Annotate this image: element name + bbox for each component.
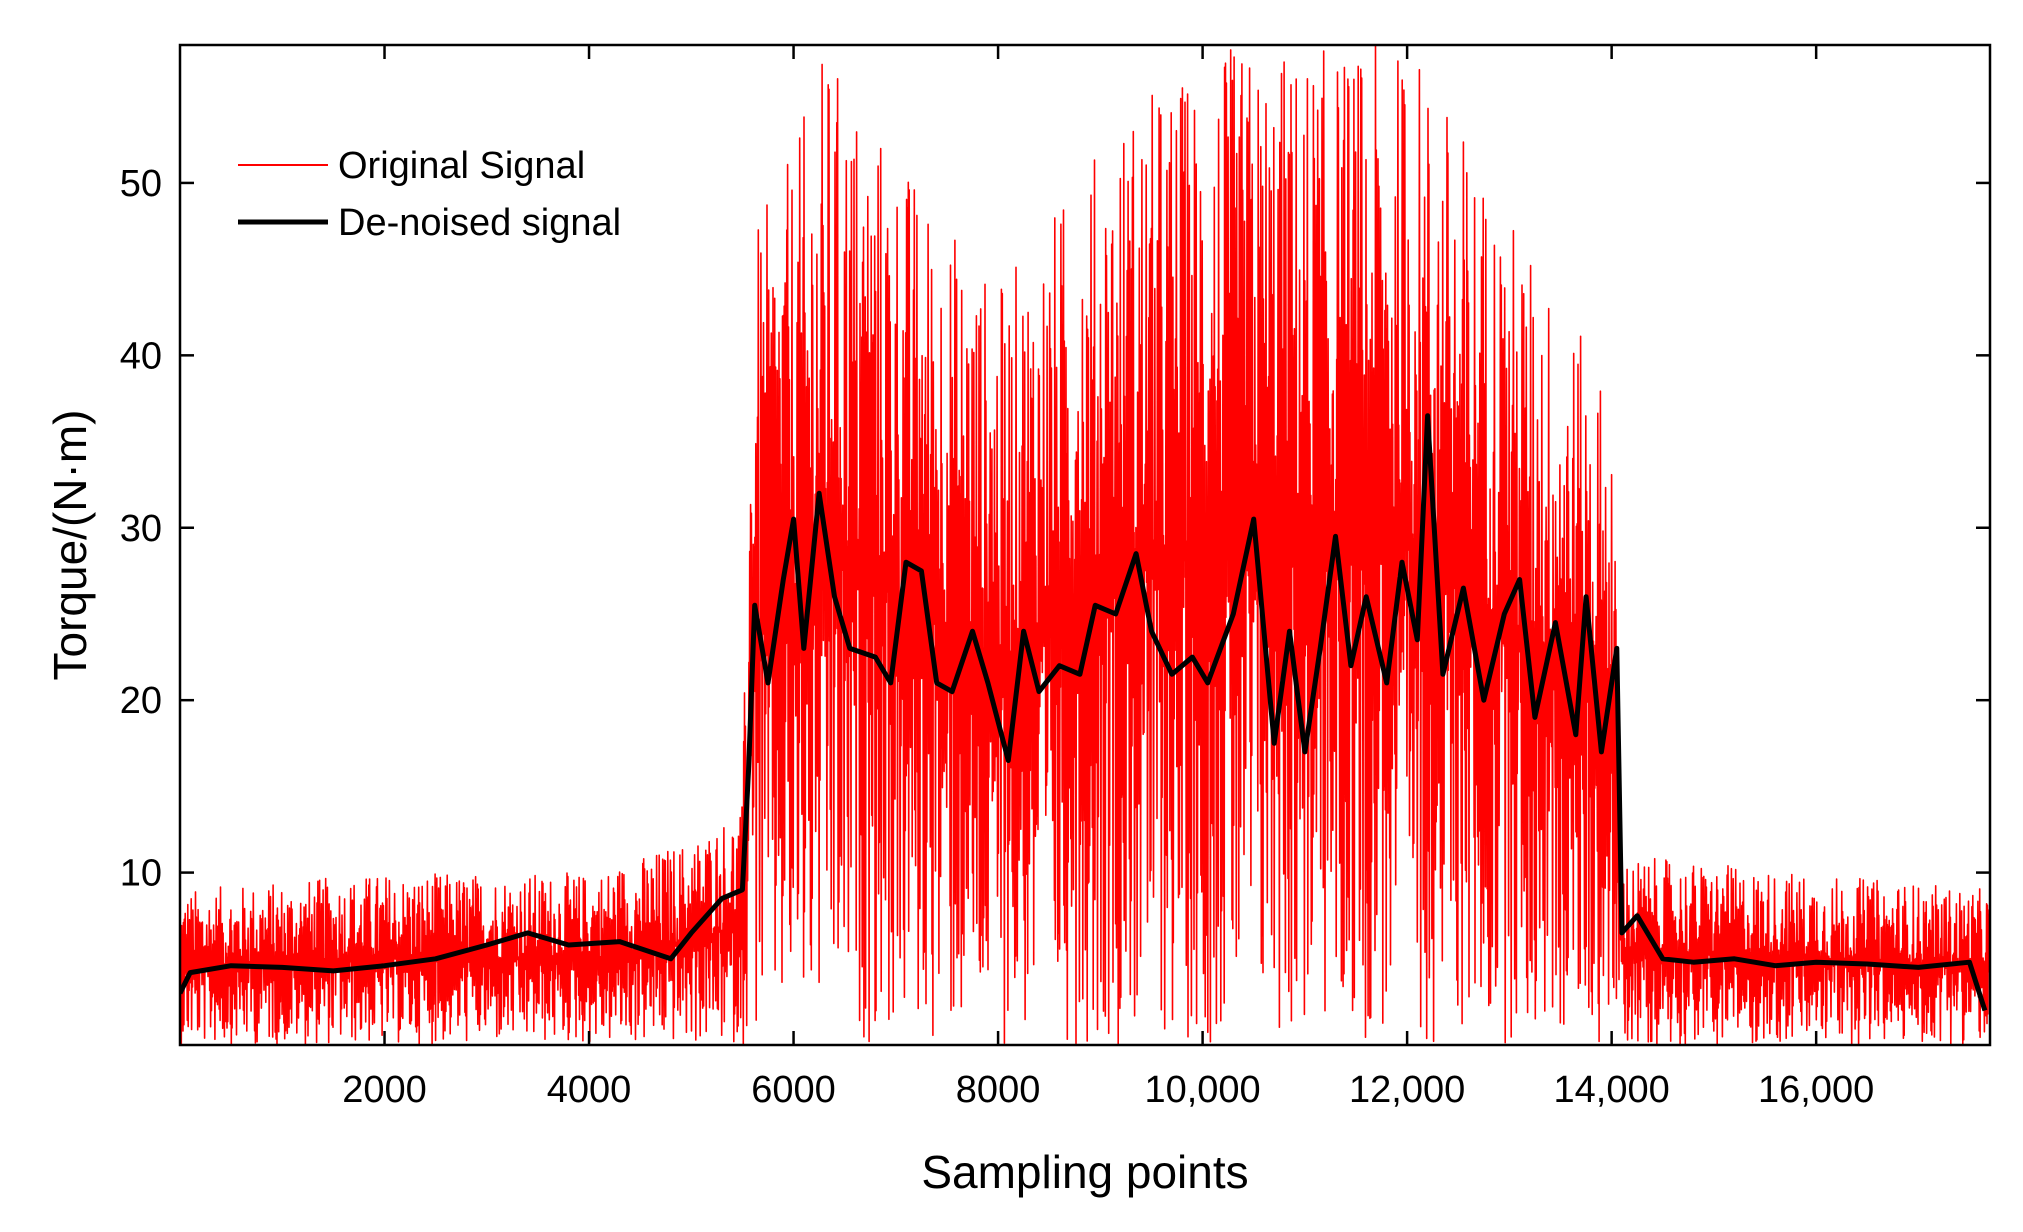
- x-tick-label: 4000: [547, 1069, 632, 1111]
- y-axis-label: Torque/(N·m): [44, 410, 96, 681]
- y-tick-label: 20: [120, 680, 162, 722]
- y-tick-label: 50: [120, 163, 162, 205]
- plot-frame: [178, 43, 1992, 1047]
- original-signal-line: [180, 45, 1990, 1045]
- x-tick-label: 14,000: [1554, 1069, 1670, 1111]
- plot-area: [180, 45, 1990, 1045]
- x-axis-label: Sampling points: [921, 1146, 1248, 1198]
- y-tick-label: 30: [120, 508, 162, 550]
- legend-label-denoised-signal: De-noised signal: [338, 202, 621, 244]
- y-tick-label: 40: [120, 335, 162, 377]
- x-tick-label: 10,000: [1144, 1069, 1260, 1111]
- denoised-signal-line: [180, 413, 1988, 1012]
- x-tick-label: 2000: [342, 1069, 427, 1111]
- legend: Original Signal De-noised signal: [238, 145, 621, 244]
- x-tick-label: 12,000: [1349, 1069, 1465, 1111]
- series-denoised-signal: [180, 413, 1988, 1012]
- legend-label-original-signal: Original Signal: [338, 145, 585, 187]
- x-tick-label: 8000: [956, 1069, 1041, 1111]
- x-tick-label: 6000: [751, 1069, 836, 1111]
- y-axis: 10 20 30 40 50: [120, 163, 1990, 895]
- x-axis: 2000 4000 6000 8000 10,000 12,000 14,000 16,000: [342, 45, 1874, 1111]
- x-tick-label: 16,000: [1758, 1069, 1874, 1111]
- y-tick-label: 10: [120, 853, 162, 895]
- series-original-signal: [180, 45, 1990, 1045]
